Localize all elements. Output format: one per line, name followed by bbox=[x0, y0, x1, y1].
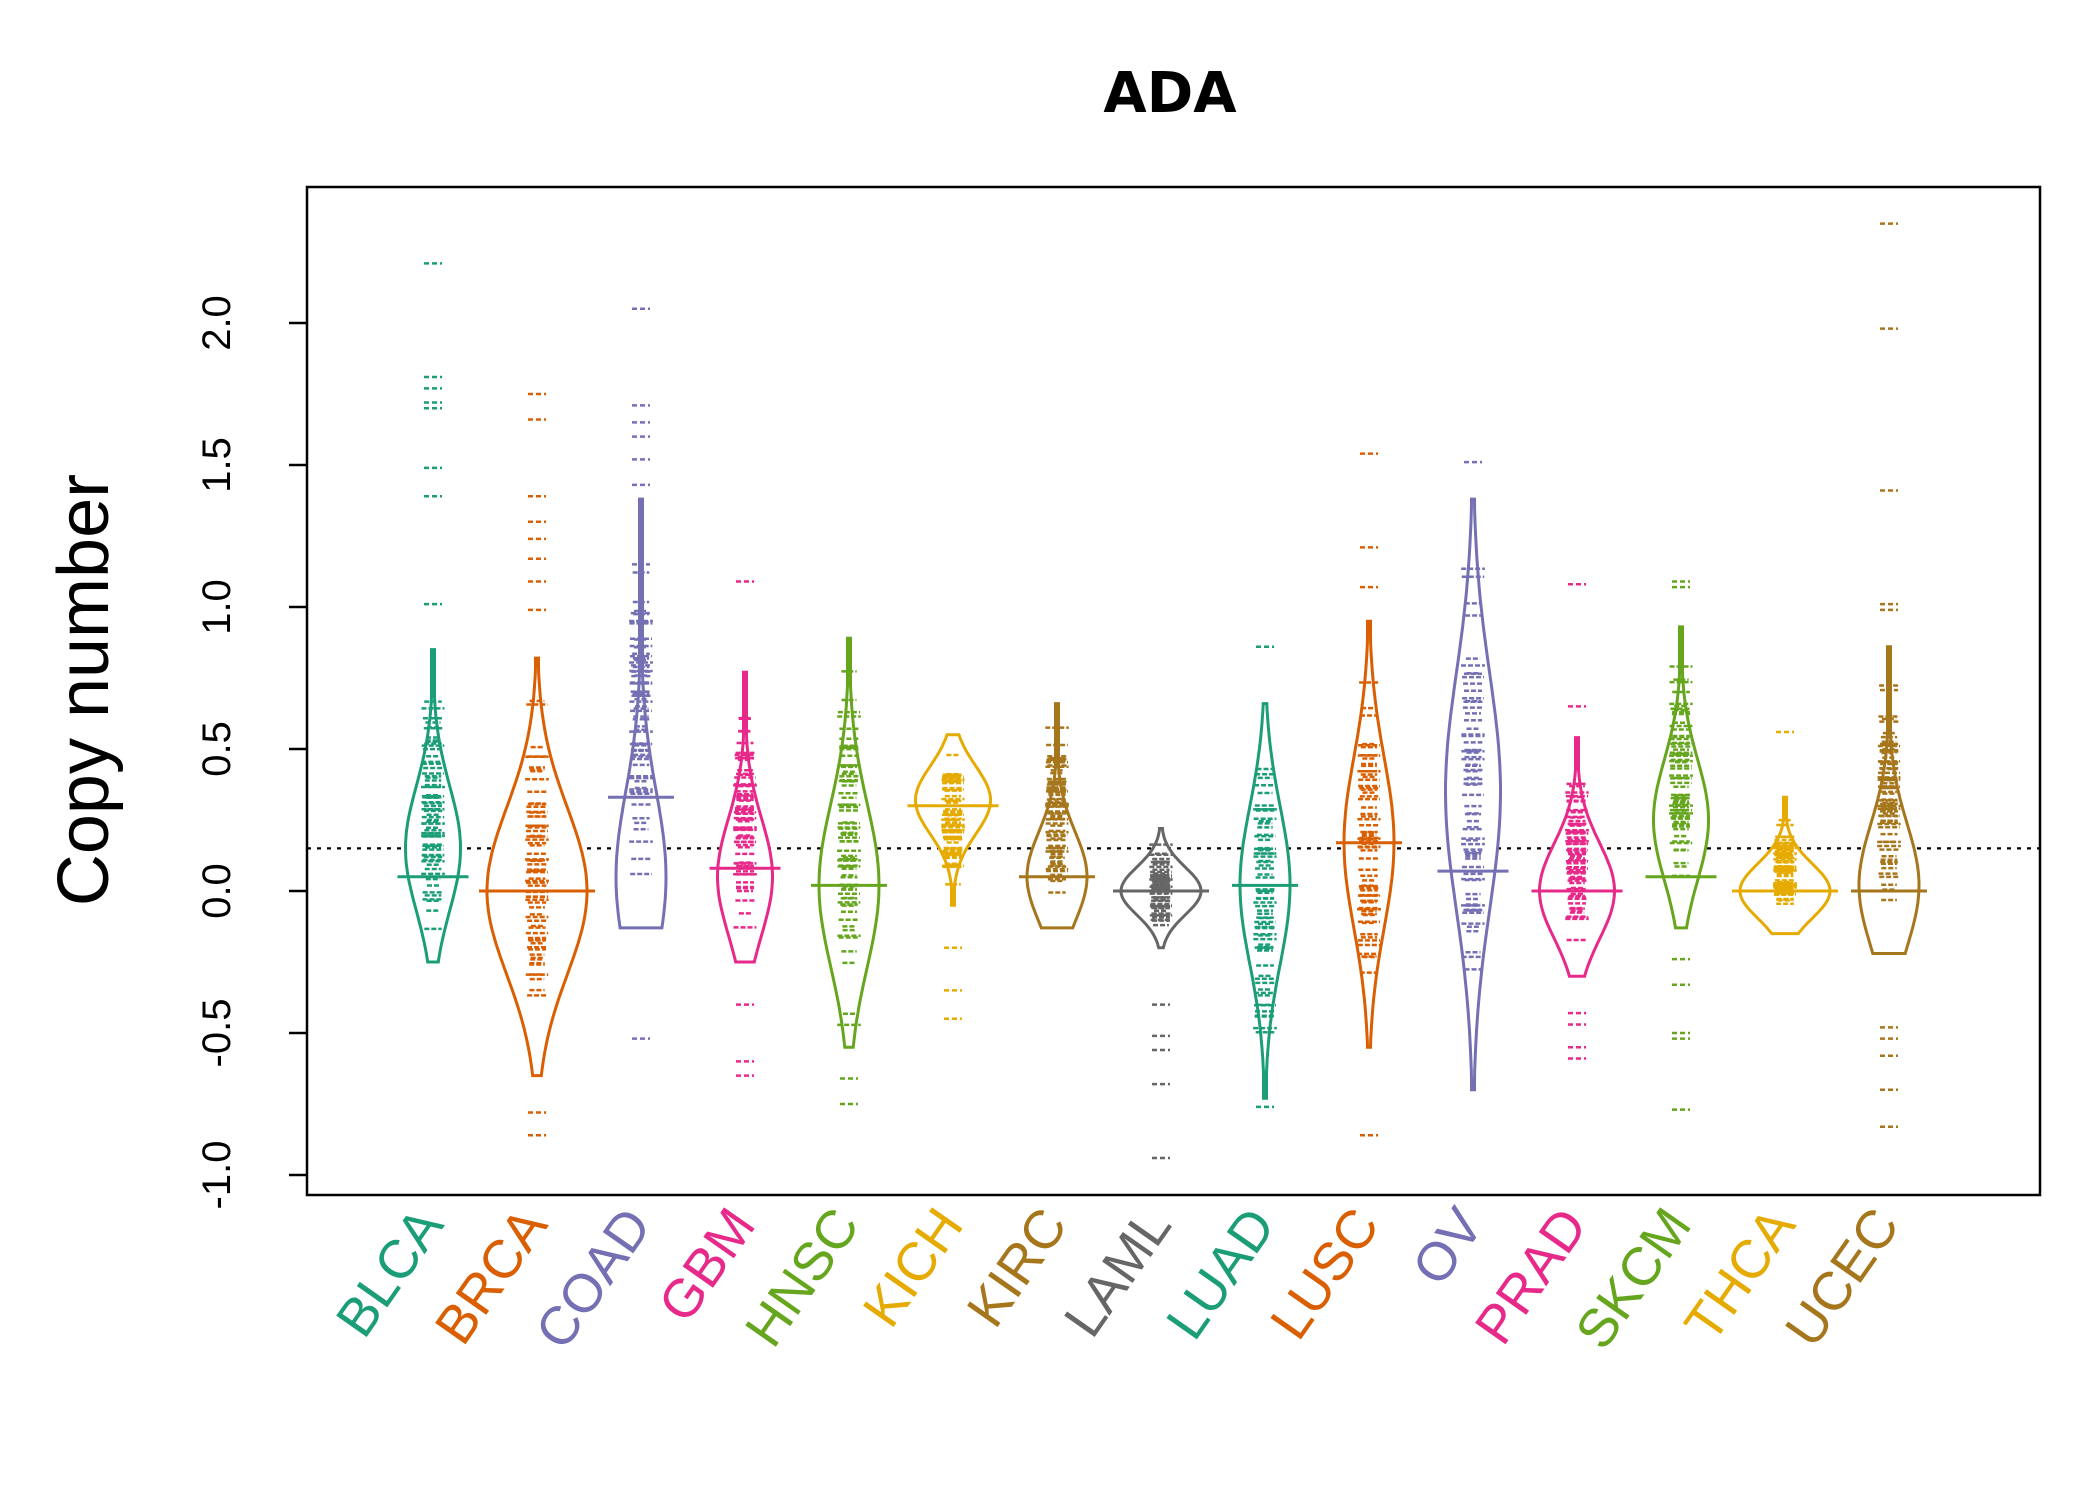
y-tick-label: -0.5 bbox=[195, 999, 239, 1068]
y-tick-label: 2.0 bbox=[195, 295, 239, 351]
y-tick-label: 0.0 bbox=[195, 863, 239, 919]
bean-laml bbox=[1113, 827, 1209, 1160]
y-axis-label: Copy number bbox=[44, 474, 124, 906]
chart-title: ADA bbox=[1103, 61, 1237, 126]
bean-gbm bbox=[709, 580, 781, 1077]
x-tick-label: OV bbox=[1401, 1197, 1495, 1295]
bean-outline bbox=[1025, 702, 1089, 930]
bean-prad bbox=[1531, 583, 1623, 1060]
bean-hnsc bbox=[811, 636, 887, 1106]
y-tick-label: -1.0 bbox=[195, 1141, 239, 1210]
bean-ov bbox=[1437, 460, 1509, 1092]
bean-coad bbox=[608, 307, 674, 1040]
bean-outline bbox=[1238, 702, 1292, 1100]
plot-area bbox=[305, 185, 2042, 1197]
y-tick-label: 0.5 bbox=[195, 721, 239, 777]
bean-luad bbox=[1232, 645, 1298, 1109]
bean-blca bbox=[397, 262, 469, 964]
bean-outline bbox=[485, 656, 589, 1078]
bean-skcm bbox=[1645, 580, 1717, 1111]
x-tick-label: COAD bbox=[524, 1197, 663, 1359]
bean-thca bbox=[1732, 730, 1838, 936]
beans-layer bbox=[397, 222, 1927, 1160]
bean-kirc bbox=[1019, 702, 1095, 930]
x-tick-label: LAML bbox=[1053, 1197, 1183, 1347]
bean-lusc bbox=[1336, 452, 1402, 1137]
bean-brca bbox=[479, 392, 595, 1137]
y-tick-label: 1.5 bbox=[195, 437, 239, 493]
x-tick-label: LUSC bbox=[1259, 1197, 1391, 1349]
x-tick-label: KICH bbox=[852, 1197, 975, 1337]
bean-kich bbox=[907, 733, 999, 1021]
bean-ucec bbox=[1851, 222, 1927, 1128]
plot-frame bbox=[305, 185, 2042, 1197]
bean-outline bbox=[614, 497, 668, 930]
x-tick-label: LUAD bbox=[1155, 1197, 1287, 1349]
x-tick-label: UCEC bbox=[1774, 1197, 1911, 1357]
x-tick-label: HNSC bbox=[734, 1197, 871, 1357]
x-tick-label: SKCM bbox=[1564, 1197, 1703, 1359]
y-tick-label: 1.0 bbox=[195, 579, 239, 635]
